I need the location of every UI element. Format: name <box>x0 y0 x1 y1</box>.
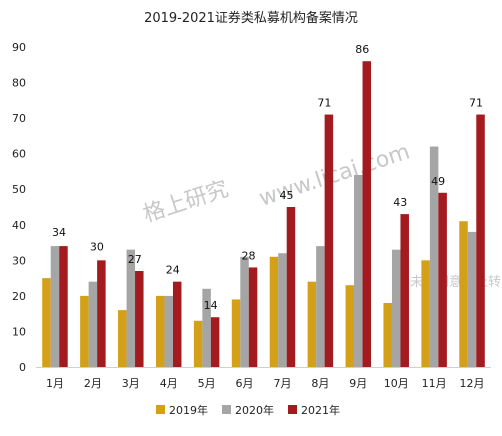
data-label: 43 <box>393 196 407 209</box>
data-label: 71 <box>317 97 331 110</box>
x-tick-label: 3月 <box>122 377 140 390</box>
bar <box>324 114 334 367</box>
y-tick-label: 90 <box>12 41 26 54</box>
data-label: 86 <box>355 43 369 56</box>
x-tick-label: 2月 <box>84 377 102 390</box>
x-tick-label: 11月 <box>422 377 447 390</box>
y-tick-label: 70 <box>12 112 26 125</box>
data-label: 45 <box>279 189 293 202</box>
bar <box>278 253 287 367</box>
bar <box>459 221 468 367</box>
legend-label: 2019年 <box>169 403 208 417</box>
x-axis: 1月 2月 3月 4月 5月 6月 7月 8月 9月 10月 11月 12月 <box>36 367 491 390</box>
bar <box>118 310 127 367</box>
bar <box>354 175 363 367</box>
data-label: 71 <box>469 97 483 110</box>
bar <box>193 320 203 367</box>
bar <box>210 317 220 367</box>
data-label: 14 <box>204 299 218 312</box>
bar <box>97 260 106 367</box>
x-tick-label: 8月 <box>311 377 329 390</box>
y-axis: 0 10 20 30 40 50 60 70 80 90 <box>12 41 26 374</box>
bar <box>438 192 447 367</box>
bar <box>155 295 165 367</box>
legend-swatch <box>156 405 165 414</box>
y-tick-label: 10 <box>12 325 26 338</box>
legend-label: 2021年 <box>301 403 340 417</box>
y-tick-label: 50 <box>12 183 26 196</box>
data-label: 49 <box>431 175 445 188</box>
bar <box>80 295 89 367</box>
data-label: 24 <box>166 264 180 277</box>
x-tick-label: 4月 <box>160 377 178 390</box>
bar <box>269 256 279 367</box>
x-tick-label: 10月 <box>384 377 409 390</box>
data-label: 34 <box>52 226 66 239</box>
watermark-text: 格上研究 <box>140 177 231 228</box>
bar <box>88 281 98 367</box>
y-tick-label: 40 <box>12 219 26 232</box>
bar <box>42 278 51 367</box>
bar <box>135 271 144 367</box>
bar <box>383 303 392 367</box>
bar <box>172 281 182 367</box>
bar <box>59 246 68 367</box>
x-tick-label: 9月 <box>349 377 367 390</box>
bar <box>126 249 136 367</box>
x-tick-label: 12月 <box>460 377 485 390</box>
bar <box>231 299 241 367</box>
data-labels: 34 30 27 24 14 28 45 71 86 43 49 71 <box>52 43 483 312</box>
bar <box>400 214 409 367</box>
bar <box>316 246 325 367</box>
legend: 2019年 2020年 2021年 <box>156 403 340 417</box>
bar <box>467 231 477 367</box>
y-tick-label: 20 <box>12 290 26 303</box>
chart-title: 2019-2021证券类私募机构备案情况 <box>144 10 358 26</box>
x-tick-label: 1月 <box>46 377 64 390</box>
bar <box>248 267 258 367</box>
x-tick-label: 7月 <box>273 377 291 390</box>
y-tick-label: 0 <box>19 361 26 374</box>
data-label: 30 <box>90 240 104 253</box>
bar <box>50 246 60 367</box>
bar <box>307 281 317 367</box>
y-tick-label: 80 <box>12 77 26 90</box>
legend-label: 2020年 <box>235 403 274 417</box>
bar <box>429 146 439 367</box>
legend-swatch <box>288 405 297 414</box>
bar <box>476 114 485 367</box>
bar <box>421 260 430 367</box>
bars <box>42 61 485 367</box>
bar <box>362 61 372 367</box>
x-tick-label: 6月 <box>236 377 254 390</box>
x-tick-label: 5月 <box>198 377 216 390</box>
bar <box>391 249 401 367</box>
bar <box>240 256 249 367</box>
bar <box>345 285 355 367</box>
bar <box>164 295 173 367</box>
bar <box>286 207 296 367</box>
bar <box>202 288 211 367</box>
legend-swatch <box>222 405 231 414</box>
data-label: 27 <box>128 253 142 266</box>
data-label: 28 <box>242 249 256 262</box>
y-tick-label: 60 <box>12 148 26 161</box>
y-tick-label: 30 <box>12 254 26 267</box>
